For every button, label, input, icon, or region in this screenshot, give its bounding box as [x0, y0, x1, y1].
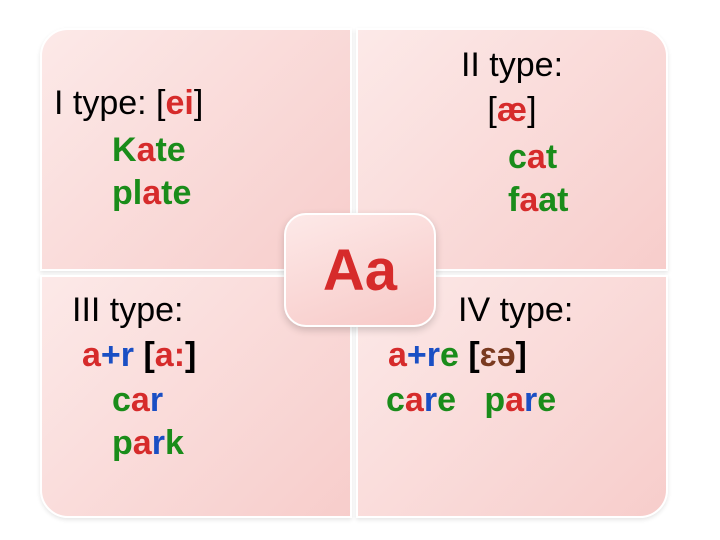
type2-ipa: æ [497, 91, 527, 129]
word-cat: cat [508, 136, 656, 179]
type4-formula: a+re [ɛə] [388, 336, 656, 375]
word-fat: faat [508, 179, 656, 222]
type1-bracket: ] [194, 84, 203, 122]
type4-words: care pare [386, 379, 656, 422]
type2-words: cat faat [508, 136, 656, 221]
type3-formula: a+r [a:] [82, 336, 340, 375]
type2-heading-line1: II type: [368, 46, 656, 85]
type1-ipa: ei [166, 84, 194, 122]
word-car: car [112, 379, 340, 422]
word-park: park [112, 422, 340, 465]
type1-heading: I type: [ei] [54, 84, 340, 123]
center-badge-label: Aa [323, 237, 397, 304]
word-kate: Kate [112, 129, 340, 172]
type3-words: car park [112, 379, 340, 464]
center-badge-aa: Aa [284, 213, 436, 327]
word-plate: plate [112, 172, 340, 215]
type2-heading-line2: [æ] [368, 91, 656, 130]
type1-title: I type: [ [54, 84, 166, 122]
type1-words: Kate plate [112, 129, 340, 214]
type4-heading: IV type: [458, 291, 656, 330]
